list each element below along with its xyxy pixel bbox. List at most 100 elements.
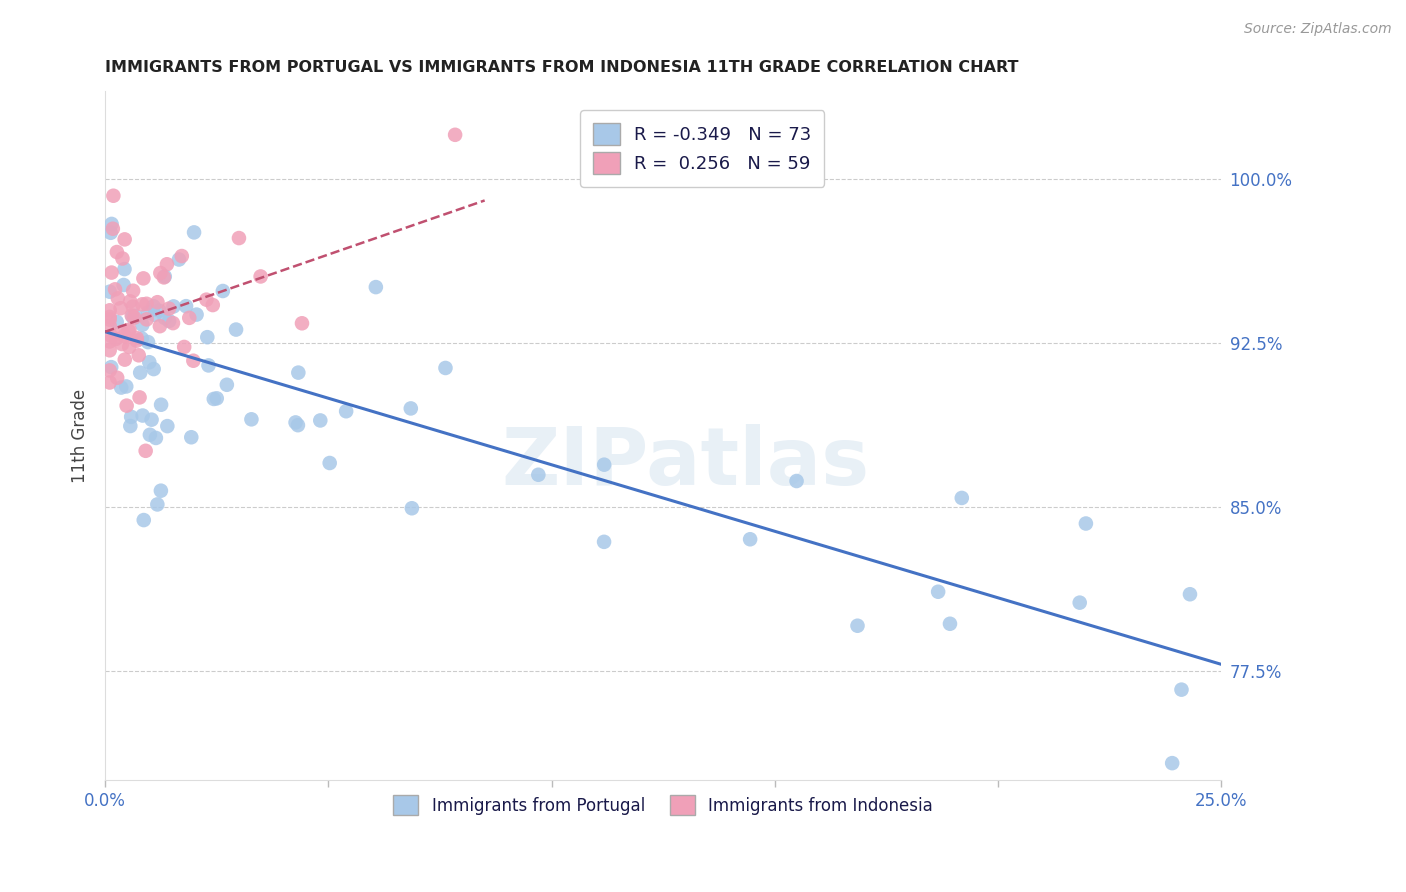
Point (183, 226, 205, 240)
Point (205, 392, 228, 406)
Point (180, 430, 202, 444)
Point (131, 332, 153, 346)
Point (1074, 516, 1097, 531)
Point (173, 340, 195, 354)
Point (197, 359, 219, 373)
Point (153, 270, 176, 285)
Point (846, 619, 869, 633)
Point (195, 293, 218, 307)
Text: Source: ZipAtlas.com: Source: ZipAtlas.com (1244, 22, 1392, 37)
Point (183, 353, 205, 368)
Point (141, 412, 163, 426)
Legend: Immigrants from Portugal, Immigrants from Indonesia: Immigrants from Portugal, Immigrants fro… (385, 787, 942, 823)
Point (740, 533, 762, 547)
Point (125, 331, 148, 345)
Point (128, 391, 150, 405)
Point (138, 355, 160, 369)
Point (98, 318, 121, 333)
Point (1161, 756, 1184, 771)
Text: IMMIGRANTS FROM PORTUGAL VS IMMIGRANTS FROM INDONESIA 11TH GRADE CORRELATION CHA: IMMIGRANTS FROM PORTUGAL VS IMMIGRANTS F… (105, 60, 1019, 75)
Point (287, 366, 309, 380)
Point (98, 334, 121, 349)
Point (124, 310, 146, 325)
Point (100, 217, 122, 231)
Point (156, 419, 179, 434)
Point (121, 310, 143, 324)
Point (287, 418, 309, 433)
Point (593, 534, 616, 549)
Point (132, 271, 155, 285)
Point (186, 308, 208, 322)
Point (786, 474, 808, 488)
Point (111, 337, 134, 351)
Point (149, 319, 172, 334)
Point (131, 409, 153, 423)
Point (121, 309, 143, 323)
Point (98, 363, 121, 377)
Point (110, 301, 132, 316)
Point (249, 269, 271, 284)
Point (215, 377, 238, 392)
Point (146, 497, 169, 511)
Point (444, 128, 467, 142)
Point (434, 361, 457, 376)
Point (122, 284, 145, 298)
Point (135, 443, 157, 458)
Point (950, 491, 973, 505)
Point (104, 332, 127, 346)
Point (179, 310, 201, 325)
Point (157, 314, 180, 328)
Point (120, 419, 142, 434)
Point (124, 309, 146, 323)
Point (149, 266, 172, 280)
Point (156, 257, 179, 271)
Point (149, 483, 172, 498)
Point (118, 322, 141, 336)
Y-axis label: 11th Grade: 11th Grade (72, 389, 89, 483)
Point (939, 616, 962, 631)
Point (104, 282, 127, 296)
Point (228, 231, 250, 245)
Point (162, 316, 184, 330)
Point (148, 303, 170, 318)
Point (98, 285, 121, 299)
Point (128, 348, 150, 362)
Point (364, 280, 387, 294)
Point (927, 584, 949, 599)
Point (335, 404, 357, 418)
Point (131, 297, 153, 311)
Point (111, 325, 134, 339)
Point (170, 249, 193, 263)
Point (120, 409, 142, 424)
Point (132, 513, 155, 527)
Point (98, 376, 121, 390)
Point (131, 318, 153, 332)
Point (105, 245, 128, 260)
Point (225, 322, 247, 336)
Text: ZIPatlas: ZIPatlas (502, 425, 870, 502)
Point (162, 300, 184, 314)
Point (115, 399, 138, 413)
Point (129, 366, 152, 380)
Point (142, 299, 165, 313)
Point (201, 298, 224, 312)
Point (145, 431, 167, 445)
Point (122, 300, 145, 314)
Point (153, 269, 176, 284)
Point (1069, 596, 1091, 610)
Point (195, 330, 218, 344)
Point (98, 303, 121, 318)
Point (143, 308, 166, 322)
Point (309, 413, 332, 427)
Point (1178, 587, 1201, 601)
Point (318, 456, 340, 470)
Point (157, 301, 180, 316)
Point (401, 501, 423, 516)
Point (107, 291, 129, 305)
Point (98, 310, 121, 324)
Point (100, 360, 122, 375)
Point (101, 221, 124, 235)
Point (136, 335, 159, 350)
Point (135, 312, 157, 326)
Point (139, 427, 162, 442)
